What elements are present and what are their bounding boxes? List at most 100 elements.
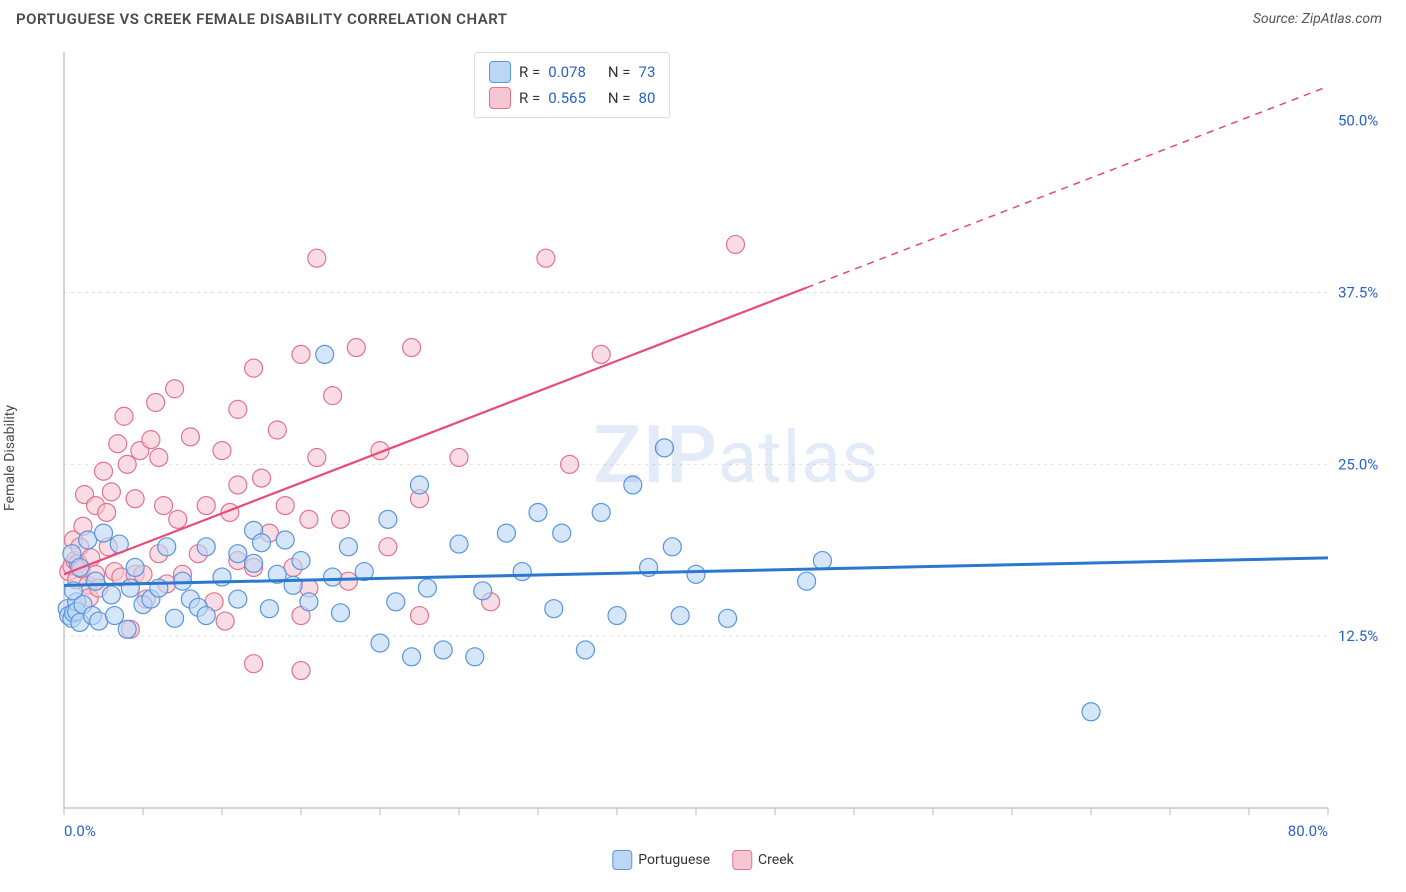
legend-swatch (612, 850, 632, 870)
data-point (655, 439, 673, 457)
data-point (663, 538, 681, 556)
data-point (592, 345, 610, 363)
data-point (553, 524, 571, 542)
data-point (169, 510, 187, 528)
legend-label: Portuguese (638, 852, 710, 868)
data-point (276, 531, 294, 549)
legend-r-value: 0.078 (548, 59, 586, 85)
data-point (216, 612, 234, 630)
data-point (166, 609, 184, 627)
data-point (95, 524, 113, 542)
data-point (608, 607, 626, 625)
data-point (102, 586, 120, 604)
data-point (379, 538, 397, 556)
data-point (213, 442, 231, 460)
data-point (450, 535, 468, 553)
data-point (253, 469, 271, 487)
data-point (339, 572, 357, 590)
data-point (592, 503, 610, 521)
data-point (300, 510, 318, 528)
data-point (109, 435, 127, 453)
data-point (339, 538, 357, 556)
legend-swatch (732, 850, 752, 870)
data-point (102, 483, 120, 501)
data-point (292, 662, 310, 680)
data-point (155, 497, 173, 515)
legend-swatch (489, 61, 511, 83)
y-tick-label: 37.5% (1338, 284, 1378, 302)
data-point (466, 648, 484, 666)
legend-swatch (489, 87, 511, 109)
y-tick-label: 50.0% (1338, 112, 1378, 130)
y-tick-label: 25.0% (1338, 455, 1378, 473)
data-point (798, 572, 816, 590)
data-point (324, 387, 342, 405)
data-point (245, 655, 263, 673)
data-point (687, 565, 705, 583)
data-point (118, 620, 136, 638)
data-point (727, 235, 745, 253)
data-point (95, 462, 113, 480)
data-point (292, 345, 310, 363)
data-point (411, 607, 429, 625)
data-point (245, 554, 263, 572)
legend-r-key: R = (519, 59, 540, 85)
y-tick-label: 12.5% (1338, 627, 1378, 645)
series-legend: Portuguese Creek (612, 850, 793, 870)
chart-area: Female Disability 12.5%25.0%37.5%50.0%0.… (16, 44, 1390, 872)
data-point (150, 448, 168, 466)
chart-header: PORTUGUESE VS CREEK FEMALE DISABILITY CO… (0, 0, 1406, 38)
data-point (121, 579, 139, 597)
data-point (115, 407, 133, 425)
data-point (813, 552, 831, 570)
data-point (403, 339, 421, 357)
data-point (316, 345, 334, 363)
data-point (1082, 703, 1100, 721)
data-point (166, 380, 184, 398)
data-point (147, 394, 165, 412)
scatter-chart-svg: 12.5%25.0%37.5%50.0%0.0%80.0% (16, 44, 1390, 864)
data-point (253, 534, 271, 552)
stats-legend: R = 0.078N = 73R = 0.565N = 80 (474, 52, 670, 118)
data-point (181, 428, 199, 446)
data-point (118, 455, 136, 473)
y-axis-label: Female Disability (2, 405, 18, 511)
legend-item: Creek (732, 850, 794, 870)
stats-legend-row: R = 0.078N = 73 (489, 59, 655, 85)
data-point (387, 593, 405, 611)
data-point (197, 497, 215, 515)
data-point (332, 604, 350, 622)
chart-source: Source: ZipAtlas.com (1253, 11, 1382, 27)
legend-r-key: R = (519, 85, 540, 111)
data-point (229, 400, 247, 418)
data-point (308, 448, 326, 466)
data-point (624, 476, 642, 494)
data-point (347, 339, 365, 357)
data-point (229, 476, 247, 494)
data-point (245, 359, 263, 377)
data-point (126, 558, 144, 576)
legend-n-value: 80 (639, 85, 656, 111)
legend-n-key: N = (608, 59, 631, 85)
data-point (332, 510, 350, 528)
data-point (229, 590, 247, 608)
source-prefix: Source: (1253, 11, 1302, 27)
data-point (324, 568, 342, 586)
data-point (529, 503, 547, 521)
data-point (576, 641, 594, 659)
data-point (308, 249, 326, 267)
data-point (418, 579, 436, 597)
data-point (411, 476, 429, 494)
legend-n-key: N = (608, 85, 631, 111)
data-point (158, 538, 176, 556)
stats-legend-row: R = 0.565N = 80 (489, 85, 655, 111)
data-point (98, 503, 116, 521)
data-point (229, 545, 247, 563)
data-point (260, 600, 278, 618)
data-point (513, 563, 531, 581)
data-point (450, 448, 468, 466)
data-point (379, 510, 397, 528)
data-point (719, 609, 737, 627)
data-point (434, 641, 452, 659)
data-point (126, 490, 144, 508)
